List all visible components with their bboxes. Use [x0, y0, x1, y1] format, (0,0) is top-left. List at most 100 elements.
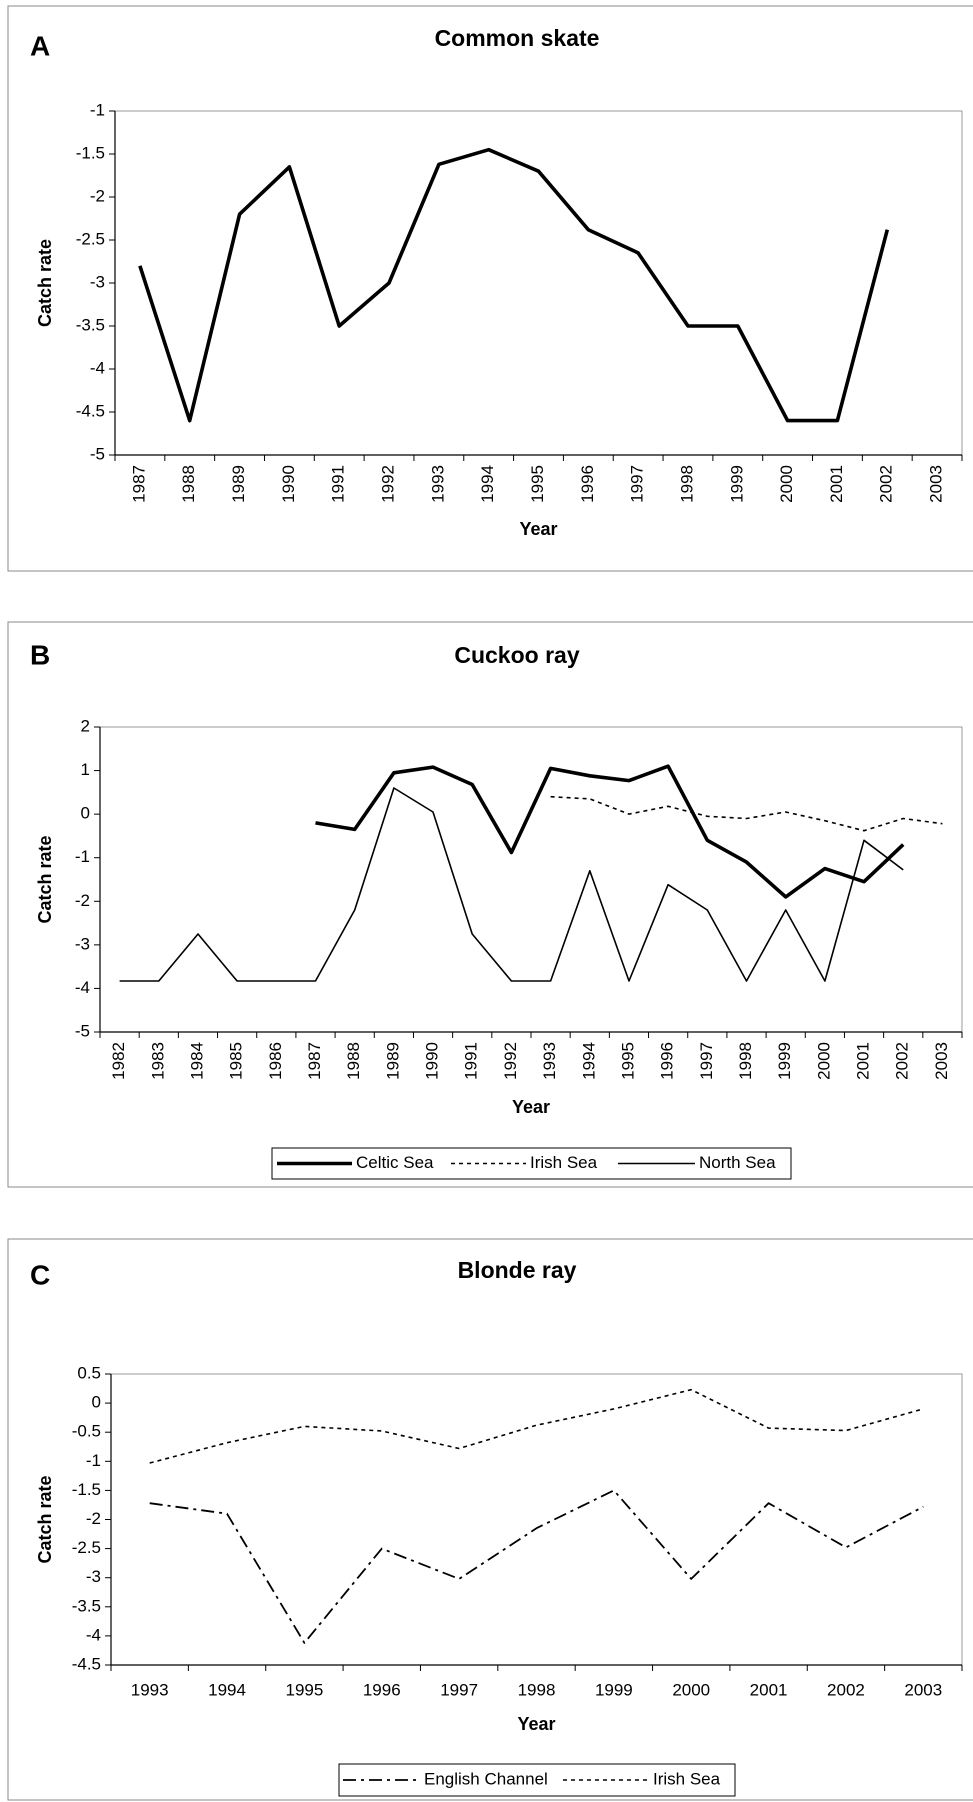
y-tick-label: 0: [92, 1393, 101, 1412]
x-tick-label: 1987: [129, 465, 148, 503]
y-tick-label: -2.5: [76, 229, 105, 248]
x-tick-label: 1996: [363, 1680, 401, 1699]
x-tick-label: 2001: [750, 1680, 788, 1699]
x-tick-label: 1994: [478, 465, 497, 503]
panel-border: [7, 621, 973, 1188]
x-tick-label: 1985: [227, 1042, 246, 1080]
x-tick-label: 1999: [595, 1680, 633, 1699]
series-line: [315, 764, 905, 899]
x-tick-label: 1995: [618, 1042, 637, 1080]
panel-border: [7, 5, 973, 572]
x-tick-label: 1997: [440, 1680, 478, 1699]
x-axis-label: Year: [519, 519, 557, 539]
series-line: [119, 787, 904, 982]
y-tick-label: 2: [81, 716, 90, 735]
x-tick-label: 1989: [383, 1042, 402, 1080]
y-tick-label: -4: [75, 978, 90, 997]
y-tick-label: 1: [81, 760, 90, 779]
plot-area: [114, 110, 963, 456]
x-tick-label: 1988: [344, 1042, 363, 1080]
x-axis-label: Year: [512, 1097, 550, 1117]
x-tick-label: 1994: [579, 1042, 598, 1080]
series-line: [138, 147, 890, 423]
x-tick-label: 1986: [266, 1042, 285, 1080]
y-tick-label: -2: [86, 1509, 101, 1528]
x-tick-label: 1987: [305, 1042, 324, 1080]
y-axis-label: Catch rate: [35, 835, 55, 923]
x-tick-label: 1993: [428, 465, 447, 503]
chart-title: Cuckoo ray: [454, 642, 579, 668]
x-tick-label: 1993: [540, 1042, 559, 1080]
x-tick-label: 1997: [697, 1042, 716, 1080]
chart-title: Common skate: [435, 25, 600, 51]
x-tick-label: 1988: [179, 465, 198, 503]
x-tick-label: 1990: [279, 465, 298, 503]
plot-area: [110, 1373, 963, 1666]
y-tick-label: -4.5: [72, 1654, 101, 1673]
x-tick-label: 1992: [379, 465, 398, 503]
legend-label: Irish Sea: [653, 1769, 721, 1788]
y-tick-label: -1: [75, 847, 90, 866]
panel-border: [7, 1238, 973, 1801]
x-tick-label: 1984: [187, 1042, 206, 1080]
y-tick-label: -3: [90, 272, 105, 291]
x-tick-label: 2003: [904, 1680, 942, 1699]
y-axis-label: Catch rate: [35, 239, 55, 327]
y-tick-label: -3.5: [76, 315, 105, 334]
x-tick-label: 1996: [658, 1042, 677, 1080]
x-tick-label: 1999: [775, 1042, 794, 1080]
x-tick-label: 1995: [285, 1680, 323, 1699]
x-tick-label: 1997: [628, 465, 647, 503]
x-tick-label: 1998: [518, 1680, 556, 1699]
x-tick-label: 1998: [736, 1042, 755, 1080]
y-tick-label: -1: [86, 1451, 101, 1470]
y-tick-label: -3.5: [72, 1596, 101, 1615]
y-tick-label: -5: [90, 444, 105, 463]
plot-area: [99, 726, 963, 1033]
legend-label: North Sea: [699, 1153, 776, 1172]
x-tick-label: 1992: [501, 1042, 520, 1080]
x-tick-label: 1999: [727, 465, 746, 503]
y-tick-label: -4.5: [76, 401, 105, 420]
x-tick-label: 1982: [109, 1042, 128, 1080]
x-tick-label: 1983: [148, 1042, 167, 1080]
y-tick-label: -2.5: [72, 1538, 101, 1557]
y-tick-label: 0.5: [77, 1363, 101, 1382]
x-tick-label: 1990: [423, 1042, 442, 1080]
legend-label: Celtic Sea: [356, 1153, 434, 1172]
x-tick-label: 1991: [329, 465, 348, 503]
x-tick-label: 2002: [877, 465, 896, 503]
x-tick-label: 2002: [827, 1680, 865, 1699]
y-tick-label: -2: [75, 891, 90, 910]
y-tick-label: -3: [86, 1567, 101, 1586]
legend-label: English Channel: [424, 1769, 548, 1788]
panel-label: C: [30, 1259, 50, 1290]
y-tick-label: -0.5: [72, 1422, 101, 1441]
x-tick-label: 2000: [777, 465, 796, 503]
legend-label: Irish Sea: [530, 1153, 598, 1172]
x-tick-label: 2003: [932, 1042, 951, 1080]
chart-title: Blonde ray: [458, 1257, 577, 1283]
y-tick-label: -5: [75, 1021, 90, 1040]
x-tick-label: 1991: [462, 1042, 481, 1080]
y-tick-label: -3: [75, 934, 90, 953]
series-line: [550, 795, 943, 832]
x-tick-label: 1994: [208, 1680, 246, 1699]
x-axis-label: Year: [517, 1714, 555, 1734]
x-tick-label: 2003: [927, 465, 946, 503]
panel-label: A: [30, 30, 50, 61]
y-tick-label: -4: [90, 358, 105, 377]
x-tick-label: 2002: [893, 1042, 912, 1080]
x-tick-label: 1998: [677, 465, 696, 503]
x-tick-label: 2000: [672, 1680, 710, 1699]
y-tick-label: -1.5: [76, 143, 105, 162]
x-tick-label: 1996: [578, 465, 597, 503]
x-tick-label: 2001: [854, 1042, 873, 1080]
y-tick-label: -2: [90, 186, 105, 205]
y-axis-label: Catch rate: [35, 1475, 55, 1563]
y-tick-label: 0: [81, 804, 90, 823]
x-tick-label: 1989: [229, 465, 248, 503]
x-tick-label: 2000: [814, 1042, 833, 1080]
x-tick-label: 2001: [827, 465, 846, 503]
